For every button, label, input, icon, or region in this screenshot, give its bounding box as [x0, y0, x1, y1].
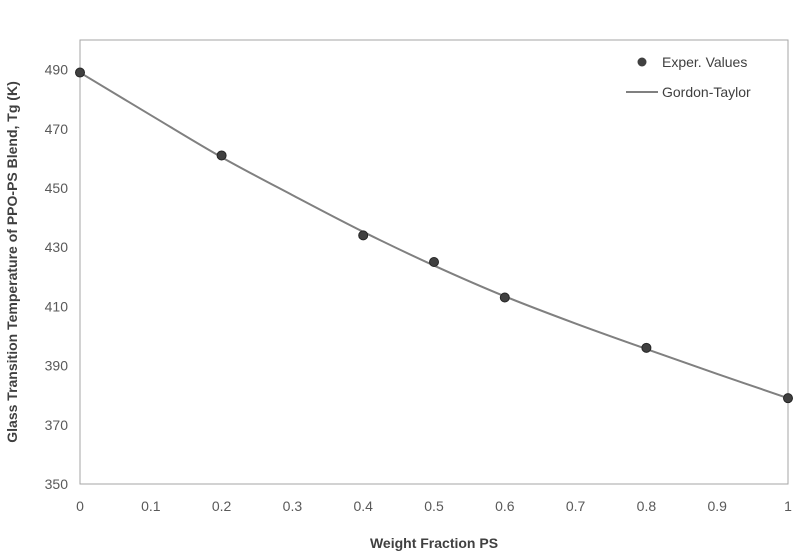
x-tick-label: 0.5	[424, 498, 444, 514]
x-tick-label: 0	[76, 498, 84, 514]
data-point	[429, 257, 439, 267]
y-axis-ticks: 350 370 390 410 430 450 470 490	[45, 62, 69, 492]
data-point	[216, 150, 227, 161]
data-point	[358, 230, 369, 241]
x-axis-ticks: 0 0.1 0.2 0.3 0.4 0.5 0.6 0.7 0.8 0.9 1	[76, 498, 792, 514]
x-tick-label: 0.4	[353, 498, 373, 514]
x-tick-label: 1	[784, 498, 792, 514]
x-tick-label: 0.3	[283, 498, 303, 514]
y-tick-label: 490	[45, 62, 69, 78]
legend: Exper. Values Gordon-Taylor	[626, 54, 751, 100]
y-tick-label: 450	[45, 180, 69, 196]
legend-marker-exper-values	[637, 57, 647, 67]
experimental-values-series	[75, 67, 793, 404]
legend-label-exper-values: Exper. Values	[662, 54, 747, 70]
x-tick-label: 0.9	[707, 498, 727, 514]
x-tick-label: 0.6	[495, 498, 515, 514]
y-axis-title: Glass Transition Temperature of PPO-PS B…	[4, 81, 20, 442]
y-tick-label: 350	[45, 476, 69, 492]
legend-label-gordon-taylor: Gordon-Taylor	[662, 84, 751, 100]
data-point	[641, 342, 652, 353]
y-tick-label: 470	[45, 121, 69, 137]
x-tick-label: 0.2	[212, 498, 232, 514]
y-tick-label: 390	[45, 358, 69, 374]
data-point	[499, 292, 510, 303]
data-point	[75, 67, 85, 78]
y-tick-label: 410	[45, 298, 69, 314]
y-tick-label: 370	[45, 417, 69, 433]
x-tick-label: 0.7	[566, 498, 586, 514]
data-point	[783, 393, 793, 404]
x-axis-title: Weight Fraction PS	[370, 535, 498, 551]
x-tick-label: 0.1	[141, 498, 161, 514]
y-tick-label: 430	[45, 239, 69, 255]
x-tick-label: 0.8	[637, 498, 657, 514]
